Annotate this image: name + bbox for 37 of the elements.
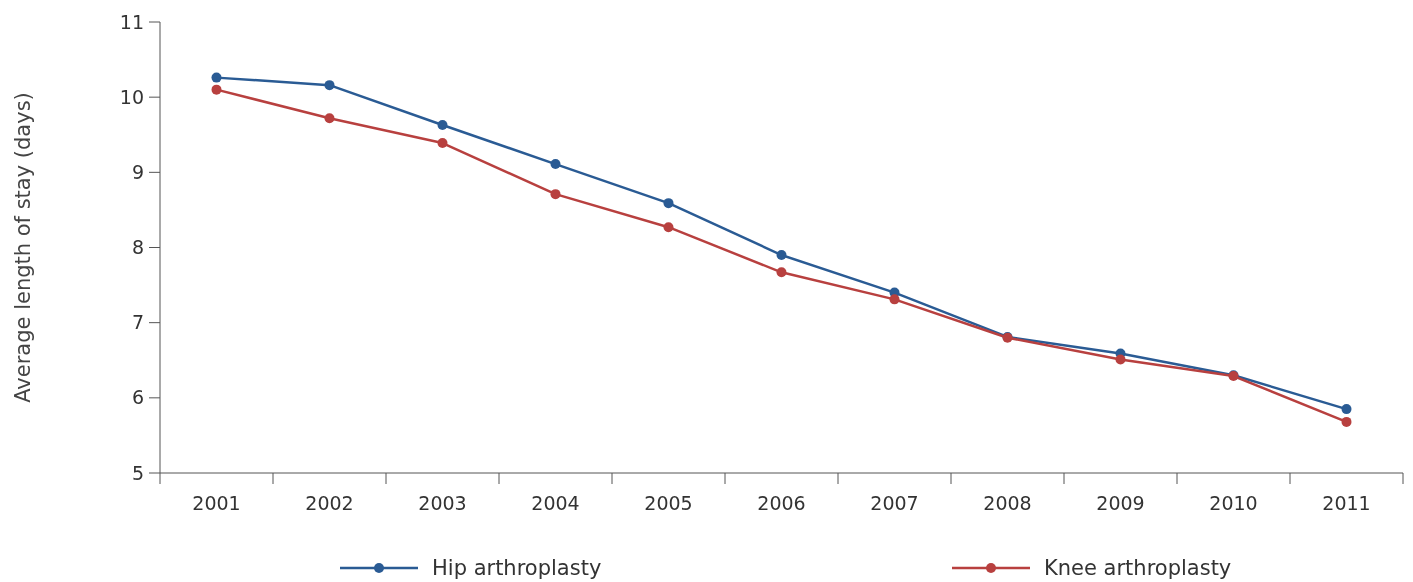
legend-label: Hip arthroplasty [432,556,602,581]
x-tick-label: 2003 [418,492,467,514]
point [211,72,222,83]
x-tick-label: 2004 [531,492,580,514]
point [211,84,222,95]
point [776,267,787,278]
y-tick-label: 8 [131,236,144,259]
point [663,198,674,209]
point [324,80,335,91]
point [437,138,448,149]
point [437,119,448,130]
point [1115,354,1126,365]
y-tick-label: 10 [119,85,144,108]
y-tick-label: 7 [131,311,144,334]
point [550,189,561,200]
x-tick-label: 2009 [1096,492,1145,514]
point [324,113,335,124]
point [550,159,561,170]
y-tick-label: 9 [131,160,144,183]
y-tick-label: 6 [131,386,144,409]
legend-label: Knee arthroplasty [1044,556,1232,581]
point [889,294,900,305]
x-tick-label: 2006 [757,492,806,514]
point [1341,416,1352,427]
x-tick-label: 2001 [192,492,241,514]
x-tick-label: 2005 [644,492,693,514]
x-tick-label: 2010 [1209,492,1258,514]
y-axis-title: Average length of stay (days) [11,92,35,403]
y-tick-label: 11 [119,10,144,33]
x-tick-label: 2008 [983,492,1032,514]
y-tick-label: 5 [131,461,144,484]
x-tick-label: 2007 [870,492,919,514]
point [1341,404,1352,415]
x-tick-label: 2002 [305,492,354,514]
point [776,250,787,261]
point [663,222,674,233]
x-tick-label: 2011 [1322,492,1371,514]
